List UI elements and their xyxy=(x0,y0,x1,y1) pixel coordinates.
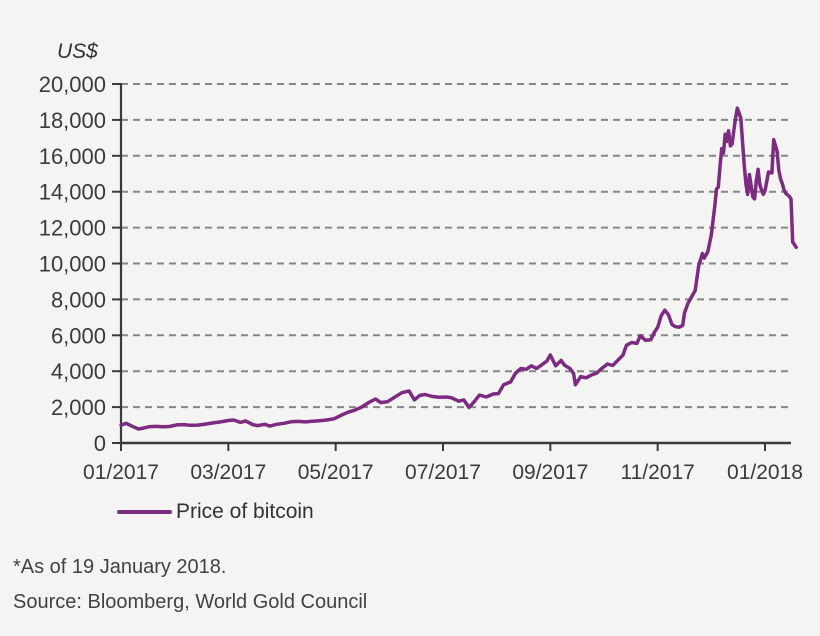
x-axis-tick-label: 01/2018 xyxy=(727,461,803,484)
x-axis-tick-label: 09/2017 xyxy=(512,461,588,484)
y-axis-tick-label: 8,000 xyxy=(51,287,106,312)
y-axis-unit-label: US$ xyxy=(57,40,98,63)
price-line xyxy=(119,106,798,431)
x-axis-tick-label: 01/2017 xyxy=(83,461,159,484)
x-axis-tick-label: 11/2017 xyxy=(620,461,694,484)
y-axis-tick-label: 16,000 xyxy=(39,144,106,169)
y-axis-tick-label: 10,000 xyxy=(39,252,106,277)
chart-plot: 20,000 18,000 16,000 14,000 12,000 10,000 8,00… xyxy=(39,72,803,484)
x-axis-tick-label: 05/2017 xyxy=(298,461,374,484)
y-axis-tick-label: 6,000 xyxy=(51,323,106,348)
x-axis-tick-label: 03/2017 xyxy=(190,461,266,484)
legend-line-swatch xyxy=(117,510,172,514)
legend: Price of bitcoin xyxy=(117,500,314,524)
footnote: *As of 19 January 2018. xyxy=(13,556,227,578)
y-axis-tick-label: 14,000 xyxy=(39,180,106,205)
y-axis-tick-label: 12,000 xyxy=(39,216,106,241)
y-axis-tick-label: 4,000 xyxy=(51,359,106,384)
y-axis-tick-label: 0 xyxy=(94,431,106,456)
source-line: Source: Bloomberg, World Gold Council xyxy=(13,591,368,613)
legend-label: Price of bitcoin xyxy=(176,500,314,523)
y-axis-tick-label: 2,000 xyxy=(51,395,106,420)
y-axis-tick-label: 20,000 xyxy=(39,72,106,97)
x-axis-tick-label: 07/2017 xyxy=(405,461,481,484)
y-axis-tick-label: 18,000 xyxy=(39,108,106,133)
